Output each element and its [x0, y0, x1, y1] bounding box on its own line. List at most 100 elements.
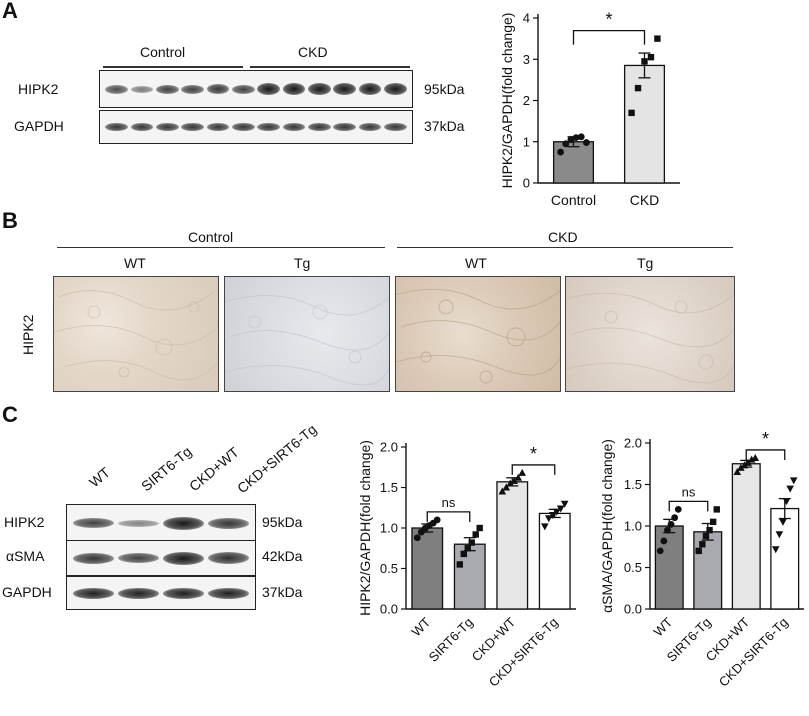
blot-c-row-label-hipk2: HIPK2 [4, 514, 45, 530]
data-point [628, 109, 635, 117]
x-tick-label: Control [551, 192, 596, 208]
data-point [583, 139, 590, 146]
blot-c-strip-asma [66, 540, 256, 576]
data-point [464, 545, 471, 552]
significance-label: * [762, 429, 769, 449]
blot-band [208, 587, 249, 599]
micro-subgroup-tg-control: Tg [294, 255, 311, 271]
data-point [514, 473, 523, 481]
blot-band [307, 123, 331, 131]
blot-a-control-bracket [103, 66, 243, 68]
data-point [647, 53, 655, 61]
blot-band [383, 83, 407, 95]
bar [654, 525, 684, 610]
data-point [413, 534, 421, 542]
data-point [782, 498, 791, 506]
data-point [472, 531, 479, 538]
data-point [737, 463, 745, 471]
data-point [775, 531, 784, 539]
blot-band [181, 84, 205, 94]
y-tick-label: 0.0 [380, 602, 398, 617]
data-point [699, 541, 706, 548]
blot-band [130, 123, 154, 131]
micro-subgroup-tg-ckd: Tg [637, 255, 654, 271]
data-point [789, 477, 798, 485]
blot-band [282, 123, 306, 131]
significance-label: ns [442, 495, 456, 510]
blot-band [105, 123, 129, 131]
data-point [506, 479, 515, 487]
blot-band [208, 517, 249, 529]
chart-panel-a: 0 1 2 3 4 HIPK2/GAPDH(fold change) Control CKD * [499, 10, 680, 208]
data-point [518, 468, 526, 476]
panel-label-c: C [2, 402, 18, 427]
data-point [667, 520, 675, 528]
significance-label: * [605, 10, 612, 30]
data-point [460, 550, 467, 558]
blot-band [73, 518, 114, 528]
blot-a-group-control: Control [140, 44, 186, 60]
data-point [572, 134, 580, 142]
blot-band [163, 551, 204, 565]
bar [623, 64, 666, 184]
y-axis-label: HIPK2/GAPDH(fold change) [357, 440, 373, 616]
panel-label-a: A [2, 0, 18, 23]
y-axis-label: HIPK2/GAPDH(fold change) [499, 13, 515, 189]
bar [453, 543, 486, 610]
data-point [786, 485, 794, 493]
y-tick-label: 0.0 [624, 602, 642, 617]
micrograph-ckd-wt [395, 276, 561, 392]
blot-band [333, 123, 357, 131]
blot-band [206, 123, 230, 131]
blot-a-strip-hipk2 [99, 70, 413, 108]
data-point [510, 477, 519, 485]
panel-label-b: B [2, 208, 18, 233]
significance-bracket [426, 511, 471, 522]
data-point [541, 523, 549, 531]
blot-a-strip-gapdh [99, 110, 413, 144]
blot-band [181, 123, 205, 131]
data-point [502, 483, 511, 491]
data-point [740, 461, 749, 469]
blot-band [257, 123, 281, 131]
significance-bracket [668, 500, 709, 512]
micro-subgroup-wt-control: WT [124, 255, 146, 271]
blot-band [358, 83, 382, 95]
data-point [498, 487, 507, 495]
blot-band [163, 516, 204, 530]
data-point [562, 140, 570, 148]
x-tick-label: WT [408, 614, 433, 639]
data-point [660, 537, 668, 545]
bar [552, 141, 595, 184]
blot-a-size-hipk2: 95kDa [424, 81, 465, 97]
y-tick-label: 0.5 [380, 561, 398, 576]
blot-c-lane-sirt6-tg: SIRT6-Tg [138, 443, 195, 495]
blot-a-group-ckd: CKD [298, 44, 328, 60]
blot-band [333, 83, 357, 95]
data-point [556, 505, 565, 513]
y-tick-label: 0 [523, 176, 530, 191]
data-point [548, 512, 557, 520]
y-tick-label: 1.0 [380, 521, 398, 536]
y-tick-label: 1.5 [624, 477, 642, 492]
blot-band [358, 123, 382, 131]
micrograph-control-wt [53, 276, 219, 392]
blot-c-size-gapdh: 37kDa [262, 584, 303, 600]
blot-band [231, 123, 255, 131]
data-point [695, 547, 702, 555]
blot-band [307, 83, 331, 95]
x-tick-label: SIRT6-Tg [426, 615, 476, 665]
micro-ckd-bracket [397, 247, 733, 249]
blot-band [231, 84, 255, 94]
y-tick-label: 4 [523, 11, 530, 26]
blot-c-lane-ckd-sirt6-tg: CKD+SIRT6-Tg [234, 420, 320, 497]
blot-band [383, 123, 407, 131]
micro-group-ckd: CKD [548, 229, 578, 245]
blot-a-row-label-gapdh: GAPDH [14, 118, 64, 134]
data-point [771, 546, 780, 554]
blot-c-lane-ckd-wt: CKD+WT [186, 443, 242, 495]
micro-group-control: Control [188, 229, 234, 245]
blot-band [130, 85, 154, 93]
y-tick-label: 0.5 [624, 560, 642, 575]
y-tick-label: 1 [523, 134, 530, 149]
